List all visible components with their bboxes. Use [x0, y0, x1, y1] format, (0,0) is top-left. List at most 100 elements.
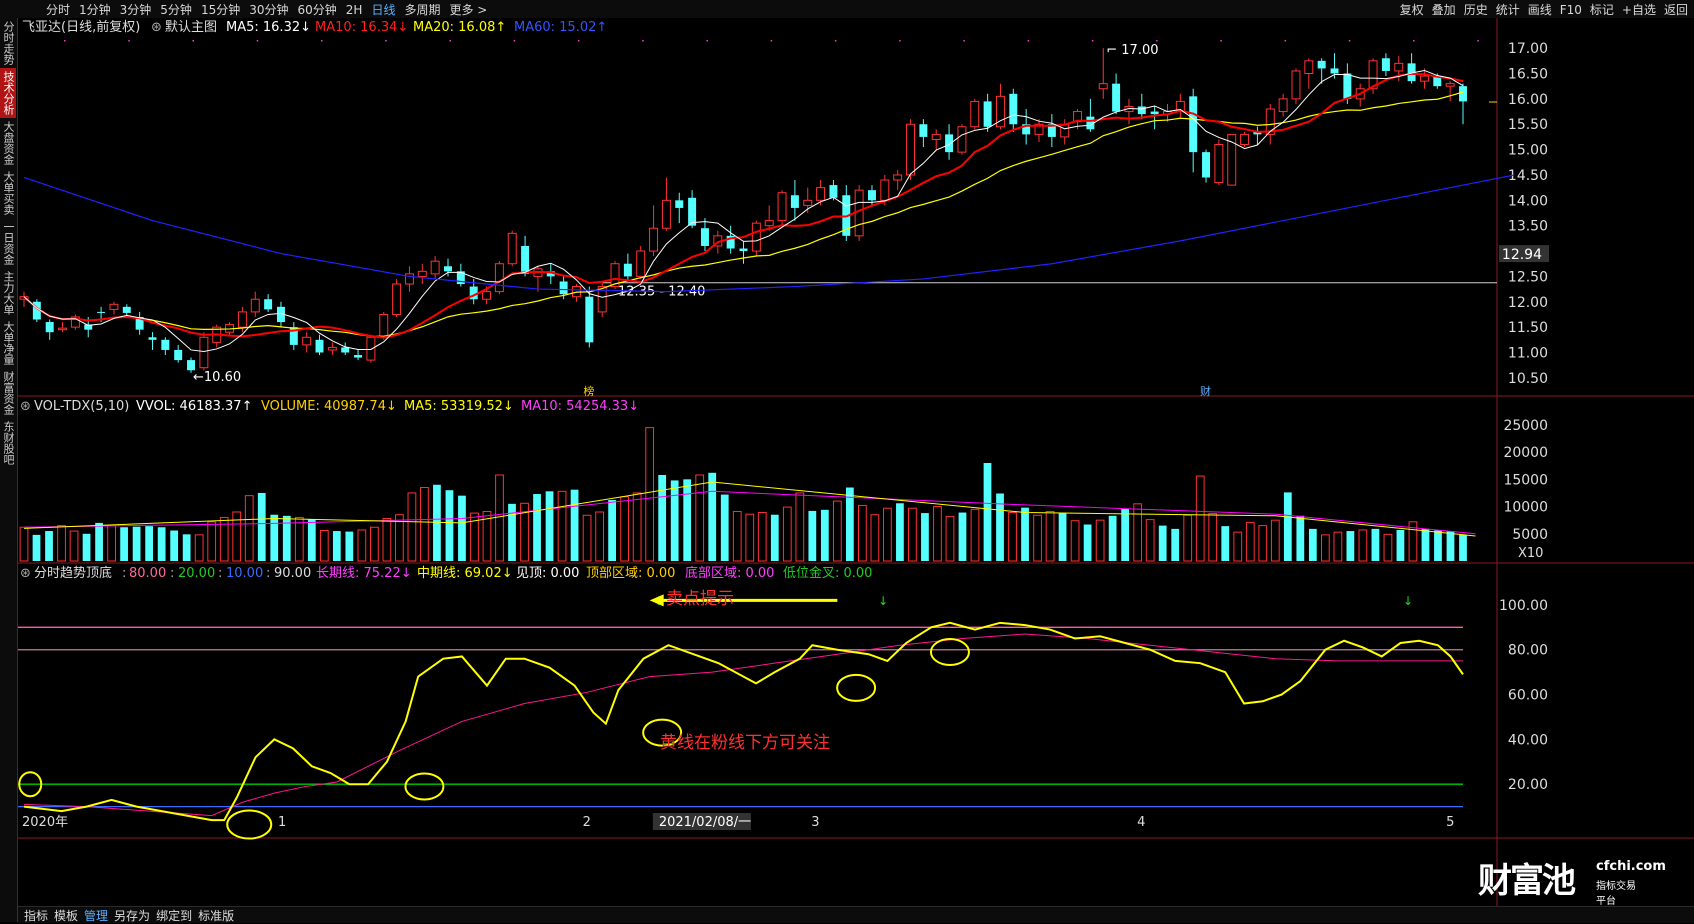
candle-1 [32, 301, 41, 320]
sidebar-item-8[interactable]: 东财股吧 [2, 421, 15, 465]
toolbar-btn-3[interactable]: 统计 [1495, 3, 1520, 17]
vol-bar-54 [695, 474, 705, 562]
candle-37 [494, 263, 504, 293]
vol-bar-79 [1008, 512, 1017, 562]
vol-bar-90 [1145, 519, 1155, 562]
sidebar-item-6[interactable]: 大单净量 [2, 321, 15, 365]
high-label: ⌐ 17.00 [1106, 43, 1158, 58]
candle-105 [1368, 60, 1378, 90]
candle-18 [250, 298, 260, 313]
toolbar-btn-7[interactable]: +自选 [1621, 3, 1656, 17]
vol-bar-103 [1308, 528, 1317, 561]
top-marker [706, 40, 708, 42]
bottom-item-1[interactable]: 模板 [54, 909, 79, 923]
vol-bar-52 [670, 480, 679, 561]
bottom-item-5[interactable]: 标准版 [198, 909, 235, 923]
candle-29 [392, 283, 402, 315]
candle-67 [880, 179, 890, 201]
vol-bar-83 [1058, 513, 1067, 561]
y-tick-3: 15.50 [1508, 117, 1548, 133]
toolbar-btn-0[interactable]: 复权 [1399, 3, 1424, 17]
candle-88 [1150, 111, 1159, 115]
vol-tick-1: 20000 [1503, 445, 1548, 461]
candle-22 [302, 336, 312, 346]
sidebar-item-5[interactable]: 主力大单 [2, 271, 15, 315]
param-3: 10.00 [226, 566, 263, 581]
vol-bar-64 [820, 509, 829, 561]
volume-panel[interactable]: 25000 20000 15000 10000 5000 X10 [19, 418, 1548, 562]
toolbar-btn-6[interactable]: 标记 [1589, 3, 1614, 17]
top-marker [899, 40, 901, 42]
price-panel[interactable]: 17.00 16.50 16.00 15.50 15.00 14.50 14.00 13.50… [19, 40, 1549, 398]
top-marker [128, 40, 130, 42]
top-marker [577, 40, 580, 42]
candle-48 [636, 250, 646, 277]
param-2: 20.00 [178, 566, 215, 581]
top-toolbar: 分时 1分钟 3分钟 5分钟 15分钟 30分钟 60分钟 2H 日线 多周期 更多 > 复权 叠加历… [0, 0, 1694, 19]
tab-5[interactable]: 30分钟 [249, 3, 289, 17]
param-4: 90.00 [274, 566, 311, 581]
tab-3[interactable]: 5分钟 [160, 3, 192, 17]
sidebar-item-3[interactable]: 大单买卖 [2, 171, 15, 215]
ma5-line [23, 69, 1464, 352]
vol-bar-71 [908, 507, 917, 562]
tab-8[interactable]: 日线 [371, 3, 396, 17]
candle-102 [1330, 68, 1339, 74]
candle-47 [623, 263, 632, 277]
left-sidebar: 分时走势技术分析大盘资金大单买卖一日资金主力大单大单净量财富资金东财股吧 [0, 18, 18, 922]
stock-chart[interactable]: 飞亚达(日线,前复权) ⊛ 默认主图 MA5: 16.32↓ MA10: 16.… [18, 18, 1694, 906]
tab-7[interactable]: 2H [345, 3, 363, 17]
sidebar-item-7[interactable]: 财富资金 [2, 371, 15, 415]
vol-bar-114 [1446, 531, 1455, 561]
sidebar-item-4[interactable]: 一日资金 [2, 221, 15, 265]
tab-9[interactable]: 多周期 [404, 3, 441, 17]
candle-108 [1407, 63, 1416, 82]
oscillator-panel[interactable]: 100.0080.0060.0040.0020.00↓↓↓2020年122021… [18, 594, 1548, 840]
tab-0[interactable]: 分时 [46, 3, 71, 17]
tab-10[interactable]: 更多 > [449, 3, 488, 17]
osc-tick-0: 100.00 [1499, 598, 1548, 614]
tab-1[interactable]: 1分钟 [79, 3, 111, 17]
vol-bar-93 [1183, 514, 1193, 562]
y-tick-1: 16.50 [1508, 67, 1548, 83]
sidebar-item-1[interactable]: 技术分析 [0, 68, 16, 118]
toolbar-btn-1[interactable]: 叠加 [1431, 3, 1456, 17]
vol-bar-84 [1070, 520, 1080, 562]
candle-7 [109, 303, 119, 310]
candle-76 [995, 95, 1005, 128]
vol-tick-3: 10000 [1503, 500, 1548, 516]
candle-71 [931, 133, 941, 140]
vol-bar-38 [495, 474, 504, 562]
bottom-item-4[interactable]: 绑定到 [156, 909, 193, 923]
vol-bar-56 [720, 494, 729, 561]
candle-69 [906, 123, 916, 176]
bottom-item-3[interactable]: 另存为 [114, 909, 151, 923]
tab-6[interactable]: 60分钟 [297, 3, 337, 17]
candle-99 [1291, 70, 1301, 100]
toolbar-btn-2[interactable]: 历史 [1463, 3, 1488, 17]
bottom-item-2[interactable]: 管理 [84, 909, 109, 923]
vol-bar-102 [1296, 515, 1305, 561]
sidebar-item-2[interactable]: 大盘资金 [2, 121, 15, 165]
toolbar-btn-5[interactable]: F10 [1559, 3, 1582, 17]
current-price-box [1499, 245, 1549, 263]
vol-bar-25 [332, 531, 341, 561]
candle-101 [1317, 60, 1326, 69]
candle-42 [559, 281, 568, 295]
bottom-toolbar: 指标 模板 管理 另存为 绑定到 标准版 [18, 906, 1694, 923]
osc-title: 分时趋势顶底 [34, 565, 112, 581]
candle-12 [174, 349, 183, 361]
toolbar-btn-8[interactable]: 返回 [1663, 3, 1688, 17]
toolbar-btn-4[interactable]: 画线 [1527, 3, 1552, 17]
bottom-item-0[interactable]: 指标 [24, 909, 49, 923]
low-label: ←10.60 [193, 370, 241, 385]
top-marker [834, 40, 837, 42]
top-marker [192, 40, 194, 42]
candle-46 [610, 263, 620, 288]
vol-bar-105 [1333, 531, 1343, 562]
tab-2[interactable]: 3分钟 [119, 3, 152, 17]
vol-bar-100 [1270, 519, 1280, 562]
sidebar-item-0[interactable]: 分时走势 [2, 21, 15, 65]
tab-4[interactable]: 15分钟 [200, 3, 241, 17]
candle-38 [507, 232, 517, 265]
